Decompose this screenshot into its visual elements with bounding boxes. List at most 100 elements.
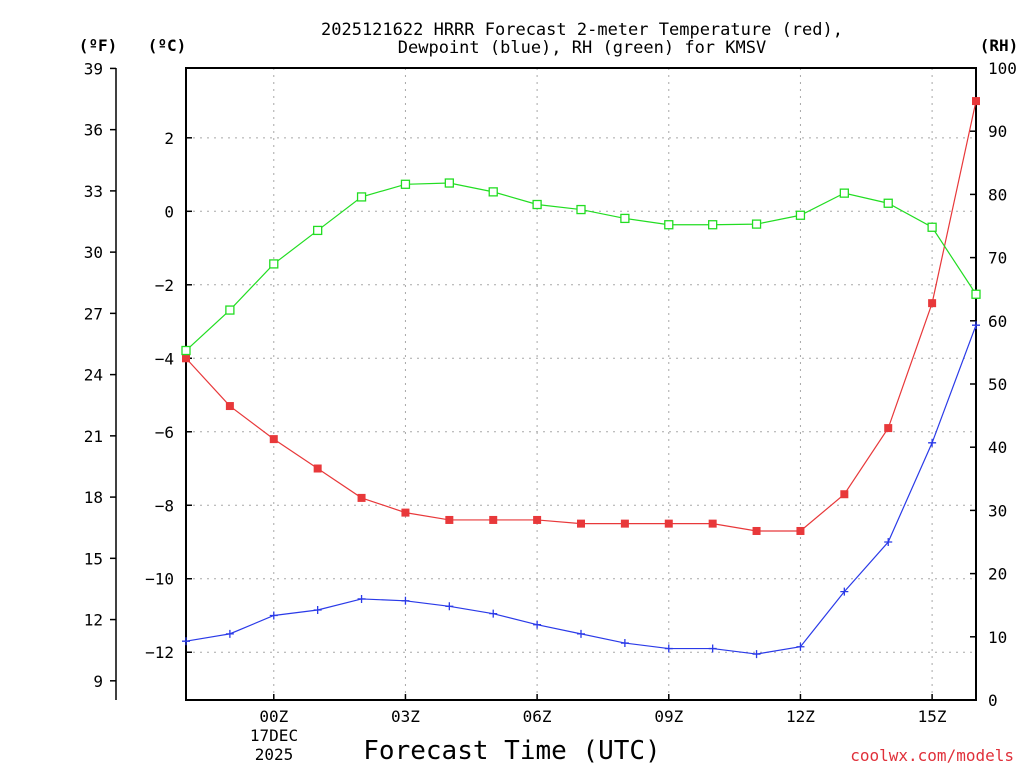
temperature-point (357, 493, 366, 502)
rh-tick-label: 30 (988, 501, 1007, 520)
chart-title-line2: Dewpoint (blue), RH (green) for KMSV (398, 38, 766, 58)
rh-point (400, 179, 411, 189)
rh-point (269, 259, 279, 269)
dewpoint-point (664, 644, 673, 653)
dewpoint-point (445, 602, 454, 611)
dewpoint-point (489, 609, 498, 618)
x-tick-label: 03Z (391, 707, 420, 726)
rh-point (488, 187, 498, 197)
celsius-tick-label: 0 (164, 202, 174, 221)
celsius-tick-label: −10 (145, 570, 174, 589)
rh-tick-label: 60 (988, 312, 1007, 331)
rh-point (181, 345, 191, 356)
rh-tick-label: 10 (988, 628, 1007, 647)
fahrenheit-tick-label: 27 (84, 304, 103, 323)
grid (186, 68, 976, 700)
fahrenheit-tick-label: 33 (84, 182, 103, 201)
dewpoint-point (752, 650, 761, 659)
dewpoint-point (884, 538, 893, 546)
data-series (181, 97, 981, 659)
dewpoint-point (269, 611, 278, 620)
x-tick-label: 06Z (523, 707, 552, 726)
rh-tick-label: 100 (988, 59, 1017, 78)
temperature-point (489, 515, 498, 524)
fahrenheit-tick-label: 15 (84, 549, 103, 568)
fahrenheit-tick-label: 30 (84, 243, 103, 262)
fahrenheit-unit-label: (ºF) (79, 36, 118, 55)
temperature-point (708, 519, 717, 528)
fahrenheit-tick-label: 24 (84, 366, 103, 385)
celsius-tick-label: −12 (145, 643, 174, 662)
rh-point (839, 188, 849, 198)
x-axis-label: Forecast Time (UTC) (363, 736, 660, 766)
fahrenheit-tick-label: 36 (84, 121, 103, 140)
rh-tick-label: 50 (988, 375, 1007, 394)
dewpoint-line (185, 324, 977, 655)
temperature-point (972, 97, 980, 106)
credit-text: coolwx.com/models (850, 746, 1014, 765)
celsius-unit-label: (ºC) (148, 36, 187, 55)
dewpoint-point (972, 321, 980, 330)
rh-tick-label: 0 (988, 691, 998, 710)
date-label-day: 17DEC (250, 726, 298, 745)
fahrenheit-tick-label: 39 (84, 59, 103, 78)
temperature-point (928, 299, 937, 308)
rh-point (664, 220, 674, 230)
plot-frame (185, 67, 977, 701)
celsius-tick-label: −2 (155, 276, 174, 295)
fahrenheit-tick-label: 9 (93, 672, 103, 691)
dewpoint-point (533, 620, 542, 629)
dewpoint-point (796, 642, 805, 651)
rh-point (971, 289, 981, 299)
rh-point (356, 192, 367, 202)
temperature-point (269, 435, 278, 444)
x-tick-label: 09Z (654, 707, 683, 726)
temperature-point (313, 464, 322, 473)
dewpoint-point (401, 596, 410, 605)
temperature-point (225, 402, 234, 411)
rh-unit-label: (RH) (980, 36, 1019, 55)
dewpoint-point (928, 438, 937, 447)
temperature-point (182, 354, 190, 363)
rh-point (532, 199, 542, 210)
chart-title-line1: 2025121622 HRRR Forecast 2-meter Tempera… (321, 20, 843, 40)
axis-ticks: 00Z 03Z 06Z 09Z 12Z 15Z −12 −10 −8 −6 −4 −2 0 2 9 12 15 1… (84, 59, 1017, 726)
dewpoint-point (225, 629, 234, 638)
rh-point (576, 204, 586, 215)
rh-point (444, 178, 454, 188)
temperature-point (752, 526, 761, 535)
fahrenheit-tick-label: 21 (84, 427, 103, 446)
rh-tick-label: 20 (988, 565, 1007, 584)
rh-point (620, 213, 630, 224)
rh-point (795, 210, 806, 220)
dewpoint-point (577, 629, 585, 638)
x-tick-label: 00Z (259, 707, 288, 726)
temperature-point (796, 526, 805, 535)
celsius-tick-label: −6 (155, 423, 174, 442)
rh-tick-label: 90 (988, 122, 1007, 141)
temperature-point (884, 424, 893, 433)
temperature-point (533, 515, 542, 524)
fahrenheit-tick-label: 18 (84, 488, 103, 507)
fahrenheit-tick-label: 12 (84, 611, 103, 630)
dewpoint-point (182, 637, 190, 646)
rh-tick-label: 70 (988, 249, 1007, 268)
dewpoint-point (357, 594, 366, 603)
rh-point (927, 222, 937, 232)
rh-tick-label: 80 (988, 185, 1007, 204)
x-tick-label: 12Z (786, 707, 815, 726)
temperature-point (840, 490, 849, 499)
dewpoint-point (708, 644, 717, 653)
celsius-tick-label: 2 (164, 129, 174, 148)
date-label-year: 2025 (255, 745, 294, 764)
dewpoint-point (840, 587, 849, 596)
temperature-point (664, 519, 673, 528)
temperature-point (577, 519, 585, 528)
celsius-tick-label: −8 (155, 496, 174, 515)
rh-point (708, 220, 718, 230)
temperature-line (185, 100, 977, 532)
temperature-point (401, 508, 410, 517)
rh-point (313, 225, 323, 236)
rh-point (883, 198, 893, 208)
